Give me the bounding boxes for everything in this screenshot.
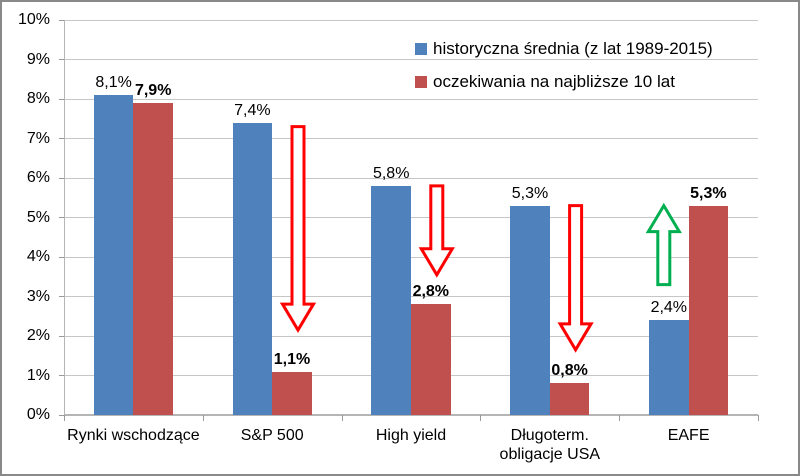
bar-historical <box>371 185 411 415</box>
y-axis-tick <box>59 256 64 258</box>
bar-expected <box>272 371 312 415</box>
legend: historyczna średnia (z lat 1989-2015) oc… <box>415 39 713 91</box>
x-axis-tick <box>64 415 65 421</box>
y-axis-tick <box>59 138 64 139</box>
x-axis-category-label: S&P 500 <box>240 427 304 444</box>
legend-item-historical: historyczna średnia (z lat 1989-2015) <box>415 39 713 58</box>
y-axis-tick <box>59 375 64 376</box>
y-axis-tick <box>59 414 64 416</box>
x-axis-category-label: EAFE <box>667 427 710 444</box>
bar-value-label: 7,4% <box>234 101 271 119</box>
legend-swatch-expected <box>415 75 427 88</box>
bar-historical <box>93 95 134 415</box>
y-axis-tick-label: 8% <box>26 90 50 107</box>
y-axis-tick-label: 1% <box>26 366 50 384</box>
y-axis-tick-label: 6% <box>26 169 50 186</box>
bar-value-label: 7,9% <box>134 81 172 99</box>
bar-expected <box>133 102 173 415</box>
x-axis-category-label: Długoterm. obligacje USA <box>499 427 601 463</box>
bar-historical <box>510 205 550 415</box>
bar-value-label: 0,8% <box>551 362 588 380</box>
legend-swatch-historical <box>415 42 427 55</box>
x-axis-tick <box>758 415 759 421</box>
y-axis-tick <box>59 217 64 218</box>
down-arrow <box>279 125 317 334</box>
bar-value-label: 5,3% <box>511 184 549 202</box>
bar-value-label: 2,8% <box>412 283 450 301</box>
y-axis-tick <box>59 335 64 337</box>
y-axis-tick-label: 5% <box>26 208 50 226</box>
y-axis-tick-label: 7% <box>26 129 50 147</box>
bar-value-label: 2,4% <box>650 299 688 317</box>
bar-expected <box>549 383 590 415</box>
bar-value-label: 5,8% <box>372 164 410 182</box>
bar-value-label: 8,1% <box>95 74 132 92</box>
gridline <box>64 296 758 297</box>
gridline <box>64 59 758 60</box>
x-axis-category-label: Rynki wschodzące <box>67 427 200 444</box>
x-axis-tick <box>480 415 482 421</box>
bar-expected <box>411 304 451 415</box>
down-arrow <box>418 184 455 278</box>
legend-item-expected: oczekiwania na najbliższe 10 lat <box>415 72 713 91</box>
y-axis-tick-label: 3% <box>26 287 50 305</box>
bar-value-label: 5,3% <box>690 184 727 202</box>
y-axis-tick <box>59 296 64 297</box>
bar-value-label: 1,1% <box>273 350 311 368</box>
y-axis-tick-label: 4% <box>26 248 50 265</box>
gridline <box>64 217 758 218</box>
legend-label-historical: historyczna średnia (z lat 1989-2015) <box>433 39 713 58</box>
y-axis-tick-label: 10% <box>17 11 50 28</box>
y-axis-tick-label: 2% <box>26 327 50 344</box>
gridline <box>64 177 758 179</box>
y-axis-line <box>64 20 65 415</box>
y-axis-tick <box>59 59 64 60</box>
gridline <box>64 256 758 258</box>
x-axis-tick <box>619 415 621 421</box>
down-arrow <box>557 204 594 353</box>
bar-historical <box>649 320 689 415</box>
x-axis-tick <box>341 415 343 421</box>
x-axis-line <box>64 414 758 416</box>
gridline <box>64 138 758 139</box>
y-axis-tick <box>59 19 64 21</box>
y-axis-tick <box>59 98 64 100</box>
y-axis-tick-label: 9% <box>26 50 50 68</box>
x-axis-tick <box>202 415 204 421</box>
bar-historical <box>232 122 273 415</box>
gridline <box>64 98 758 100</box>
legend-label-expected: oczekiwania na najbliższe 10 lat <box>433 72 675 91</box>
bar-expected <box>688 205 729 415</box>
x-axis-category-label: High yield <box>375 427 447 444</box>
y-axis-tick <box>59 177 64 179</box>
gridline <box>64 19 758 21</box>
y-axis-tick-label: 0% <box>26 406 50 423</box>
